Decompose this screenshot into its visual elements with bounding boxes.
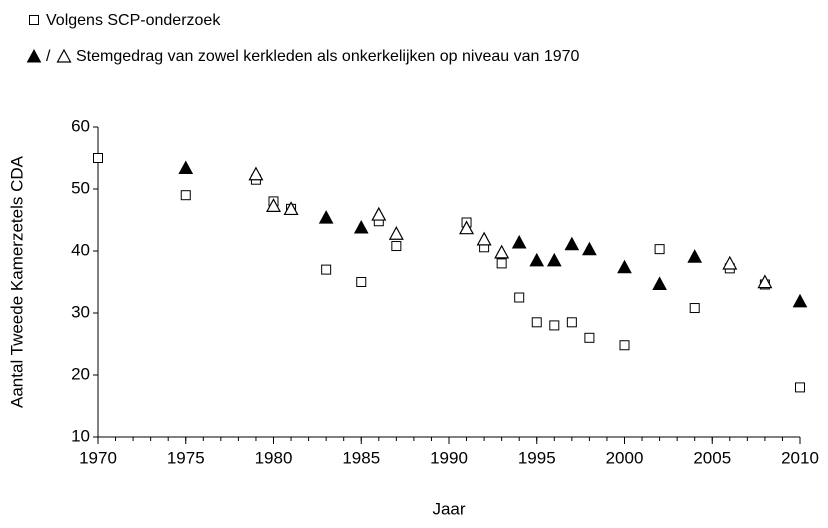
open-triangle-marker [248, 166, 264, 181]
square-marker [619, 340, 630, 351]
filled-triangle-marker [178, 160, 194, 175]
square-marker [654, 244, 665, 255]
x-tick-label: 1985 [342, 448, 380, 467]
open-triangle-marker [722, 255, 738, 270]
y-tick-label: 20 [71, 364, 90, 383]
filled-triangle-marker [529, 252, 545, 267]
filled-triangle-marker [511, 234, 527, 249]
x-tick-label: 2000 [606, 448, 644, 467]
open-triangle-marker [476, 231, 492, 246]
open-triangle-marker [757, 274, 773, 289]
open-triangle-marker [459, 220, 475, 235]
filled-triangle-marker [652, 276, 667, 290]
square-marker [93, 153, 103, 163]
legend-label: Volgens SCP-onderzoek [46, 12, 221, 29]
x-tick-label: 2010 [781, 448, 819, 467]
open-triangle-marker [371, 206, 387, 221]
square-marker [795, 382, 805, 393]
x-tick-label: 1995 [518, 448, 556, 467]
filled-triangle-marker [582, 241, 597, 256]
filled-triangle-marker [792, 293, 808, 308]
x-tick-label: 1980 [255, 448, 293, 467]
square-marker [321, 264, 332, 275]
filled-triangle-marker [26, 48, 42, 63]
square-marker [566, 317, 577, 328]
square-marker [496, 258, 507, 269]
legend: Volgens SCP-onderzoek / Stemgedrag van zow… [26, 12, 580, 65]
x-tick-label: 1990 [430, 448, 468, 467]
square-marker [391, 241, 402, 252]
legend-label: Stemgedrag van zowel kerkleden als onker… [76, 48, 580, 65]
square-marker [584, 332, 595, 343]
square-marker [549, 320, 560, 331]
open-triangle-marker [56, 48, 72, 63]
x-tick-label: 2005 [693, 448, 731, 467]
square-marker [180, 190, 191, 201]
square-marker [514, 292, 525, 303]
y-axis-label: Aantal Tweede Kamerzetels CDA [7, 155, 26, 408]
y-tick-label: 30 [71, 302, 90, 321]
open-triangle-marker [388, 226, 404, 240]
y-tick-label: 50 [71, 178, 90, 197]
filled-triangle-marker [687, 249, 703, 263]
square-marker [29, 15, 39, 25]
filled-triangle-marker [546, 252, 562, 267]
open-triangle-marker [494, 244, 510, 259]
x-tick-label: 1975 [167, 448, 205, 467]
square-marker [531, 317, 542, 328]
filled-triangle-marker [564, 236, 580, 251]
square-marker [689, 303, 700, 314]
square-marker [356, 277, 367, 287]
x-axis-label: Jaar [432, 499, 465, 518]
y-tick-label: 10 [71, 426, 90, 445]
y-tick-label: 60 [71, 116, 90, 135]
x-tick-label: 1970 [79, 448, 117, 467]
filled-triangle-marker [617, 259, 632, 274]
y-tick-label: 40 [71, 240, 90, 259]
legend-separator: / [46, 48, 51, 65]
filled-triangle-marker [353, 220, 369, 234]
open-triangle-marker [265, 198, 282, 212]
filled-triangle-marker [318, 210, 334, 224]
open-triangle-marker [283, 201, 299, 216]
